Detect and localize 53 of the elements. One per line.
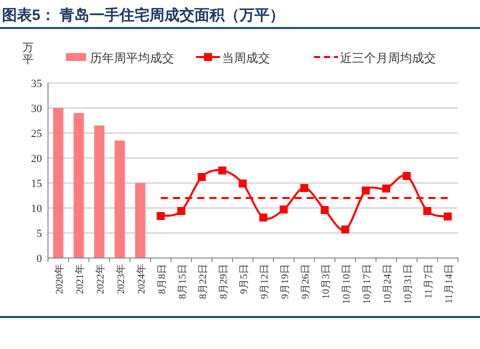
- bar: [94, 126, 104, 258]
- chart-title: 图表5： 青岛一手住宅周成交面积（万平）: [2, 6, 285, 24]
- point: [320, 206, 329, 214]
- x-tick-label: 2024年: [135, 264, 148, 294]
- point: [362, 186, 370, 194]
- x-tick-label: 8月8日: [156, 264, 168, 294]
- bar: [53, 108, 64, 258]
- bar: [74, 113, 84, 258]
- point: [177, 207, 186, 215]
- legend-label: 历年周平均成交: [90, 51, 174, 65]
- x-tick-label: 9月12日: [259, 264, 270, 299]
- y-tick-label: 25: [31, 128, 42, 140]
- x-tick-label: 10月24日: [382, 264, 394, 304]
- y-tick-label: 15: [31, 178, 42, 190]
- point: [198, 173, 206, 181]
- point: [218, 166, 226, 174]
- y-tick-label: 30: [31, 103, 42, 115]
- point: [259, 214, 268, 222]
- y-tick-label: 10: [31, 203, 42, 215]
- x-tick-label: 9月5日: [238, 264, 250, 294]
- point: [444, 212, 452, 220]
- y-axis-title: 万平: [22, 42, 34, 66]
- x-tick-label: 9月26日: [300, 264, 312, 299]
- point: [382, 184, 390, 192]
- x-tick-label: 8月29日: [218, 264, 230, 299]
- x-tick-label: 8月22日: [198, 264, 209, 299]
- legend-label: 近三个月周均成交: [340, 51, 436, 65]
- x-tick-label: 8月15日: [177, 264, 188, 299]
- point: [156, 212, 165, 220]
- x-tick-label: 2020年: [53, 264, 66, 294]
- point: [341, 226, 350, 234]
- bar: [135, 183, 146, 258]
- x-tick-label: 10月17日: [362, 264, 373, 304]
- point: [423, 207, 432, 215]
- bar: [114, 140, 125, 258]
- point: [300, 184, 308, 192]
- point: [402, 172, 411, 180]
- legend-label: 当周成交: [222, 51, 270, 65]
- y-tick-label: 0: [36, 253, 42, 265]
- x-tick-label: 2021年: [74, 264, 86, 294]
- x-tick-label: 10月31日: [402, 264, 414, 304]
- y-tick-label: 35: [31, 78, 42, 90]
- x-tick-label: 2022年: [94, 264, 106, 294]
- x-tick-label: 11月7日: [423, 264, 434, 299]
- x-tick-label: 10月3日: [320, 264, 332, 299]
- point: [238, 180, 247, 188]
- x-tick-label: 10月10日: [341, 264, 352, 304]
- y-tick-label: 20: [31, 153, 42, 165]
- x-tick-label: 9月19日: [280, 264, 291, 299]
- x-tick-label: 2023年: [114, 264, 127, 294]
- y-tick-label: 5: [36, 228, 42, 240]
- x-tick-label: 11月14日: [444, 264, 455, 304]
- point: [280, 206, 288, 214]
